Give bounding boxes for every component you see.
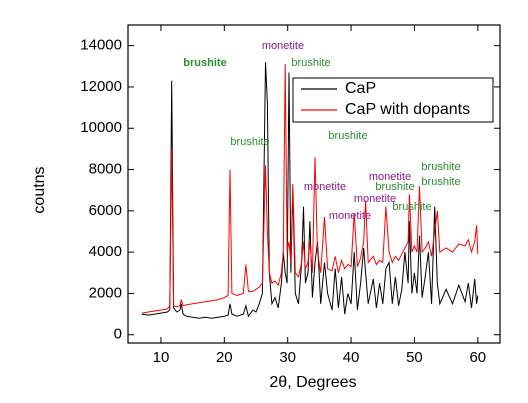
x-axis-label: 2θ, Degrees	[269, 374, 356, 391]
annotation: brushite	[421, 176, 460, 188]
annotation: monetite	[329, 210, 371, 222]
y-tick-label: 6000	[89, 202, 122, 219]
annotation: brushite	[291, 57, 330, 69]
annotation: monetite	[262, 40, 304, 52]
annotation: brushite	[421, 161, 460, 173]
line-series	[141, 62, 479, 319]
annotation: monetite	[304, 181, 346, 193]
y-tick-label: 0	[114, 326, 122, 343]
x-tick-label: 20	[216, 349, 233, 366]
y-tick-label: 8000	[89, 161, 122, 178]
y-tick-label: 4000	[89, 243, 122, 260]
y-tick-label: 2000	[89, 284, 122, 301]
y-tick-label: 10000	[80, 119, 122, 136]
x-tick-label: 50	[406, 349, 423, 366]
x-tick-label: 60	[469, 349, 486, 366]
annotation: monetite	[369, 171, 411, 183]
annotation: brushite	[375, 181, 414, 193]
annotation: brushite	[328, 130, 367, 142]
plot-frame	[127, 24, 501, 344]
x-tick-label: 30	[279, 349, 296, 366]
legend-label: CaP with dopants	[345, 101, 470, 118]
x-tick-label: 10	[153, 349, 170, 366]
y-axis-label: coutns	[31, 166, 48, 213]
line-series	[141, 64, 479, 314]
y-tick-label: 14000	[80, 37, 122, 54]
annotation: monetite	[354, 193, 396, 205]
annotation: brushite	[183, 57, 226, 69]
legend-label: CaP	[345, 80, 376, 97]
annotation: brushite	[392, 201, 431, 213]
annotation: brushite	[230, 136, 269, 148]
y-tick-label: 12000	[80, 78, 122, 95]
x-tick-label: 40	[343, 349, 360, 366]
legend-box	[292, 77, 494, 123]
